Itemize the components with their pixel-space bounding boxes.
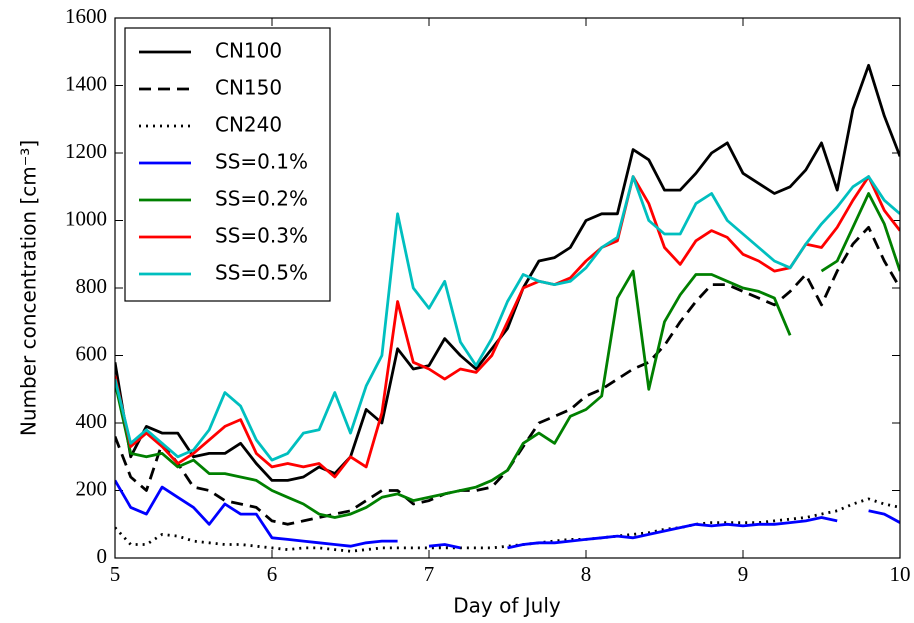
legend-label: CN100 bbox=[215, 39, 282, 63]
plot-frame bbox=[114, 17, 901, 559]
y-tick-label: 600 bbox=[76, 341, 108, 365]
data-line bbox=[115, 175, 900, 462]
legend-label: SS=0.5% bbox=[215, 261, 308, 285]
data-line bbox=[115, 192, 900, 519]
y-tick-label: 1600 bbox=[65, 4, 107, 28]
data-line bbox=[115, 175, 900, 479]
legend-label: SS=0.3% bbox=[215, 224, 308, 248]
x-tick-label: 5 bbox=[110, 562, 121, 586]
legend-label: SS=0.2% bbox=[215, 187, 308, 211]
legend-box bbox=[124, 27, 331, 302]
x-tick-label: 10 bbox=[890, 562, 911, 586]
x-tick-label: 8 bbox=[581, 562, 592, 586]
data-line bbox=[115, 63, 900, 482]
y-axis-label: Number concentration [cm⁻³] bbox=[17, 140, 41, 436]
y-tick-label: 0 bbox=[97, 544, 108, 568]
data-line bbox=[115, 479, 900, 550]
x-tick-label: 9 bbox=[738, 562, 749, 586]
data-line bbox=[115, 497, 900, 553]
x-axis-label: Day of July bbox=[453, 594, 561, 618]
y-tick-label: 800 bbox=[76, 274, 108, 298]
legend-label: CN240 bbox=[215, 113, 282, 137]
y-tick-label: 200 bbox=[76, 476, 108, 500]
y-tick-label: 1000 bbox=[65, 206, 107, 230]
x-tick-label: 6 bbox=[267, 562, 278, 586]
legend-label: CN150 bbox=[215, 76, 282, 100]
legend-label: SS=0.1% bbox=[215, 150, 308, 174]
y-tick-label: 1400 bbox=[65, 71, 107, 95]
x-tick-label: 7 bbox=[424, 562, 435, 586]
y-tick-label: 1200 bbox=[65, 139, 107, 163]
y-tick-label: 400 bbox=[76, 409, 108, 433]
